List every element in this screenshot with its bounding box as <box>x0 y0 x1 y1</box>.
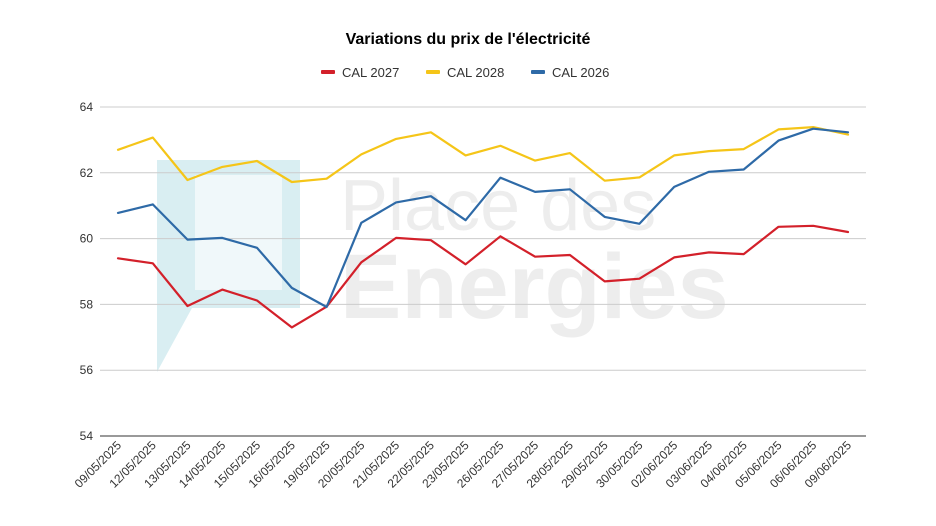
legend-swatch <box>426 70 440 74</box>
series-line-cal-2027 <box>116 224 850 329</box>
series-line-cal-2026 <box>116 127 850 309</box>
watermark-text-line1: Place des <box>340 166 656 246</box>
chart-series <box>116 125 850 329</box>
y-tick-label: 54 <box>80 429 94 443</box>
x-axis: 09/05/202512/05/202513/05/202514/05/2025… <box>72 438 855 491</box>
y-tick-label: 60 <box>80 232 94 246</box>
series-line-cal-2028 <box>116 125 850 184</box>
watermark-logo: Place des Energies <box>157 160 729 372</box>
y-axis: 54 56 58 60 62 64 <box>80 100 94 443</box>
watermark-text-line2: Energies <box>340 236 729 338</box>
legend-label: CAL 2028 <box>447 65 504 80</box>
watermark-shape-inner <box>195 175 282 290</box>
chart-title: Variations du prix de l'électricité <box>346 31 591 48</box>
legend-swatch <box>531 70 545 74</box>
y-tick-label: 62 <box>80 166 94 180</box>
legend-label: CAL 2026 <box>552 65 609 80</box>
legend-label: CAL 2027 <box>342 65 399 80</box>
legend-swatch <box>321 70 335 74</box>
y-tick-label: 56 <box>80 363 94 377</box>
chart-legend: CAL 2027 CAL 2028 CAL 2026 <box>321 65 609 80</box>
y-tick-label: 64 <box>80 100 94 114</box>
y-tick-label: 58 <box>80 297 94 311</box>
